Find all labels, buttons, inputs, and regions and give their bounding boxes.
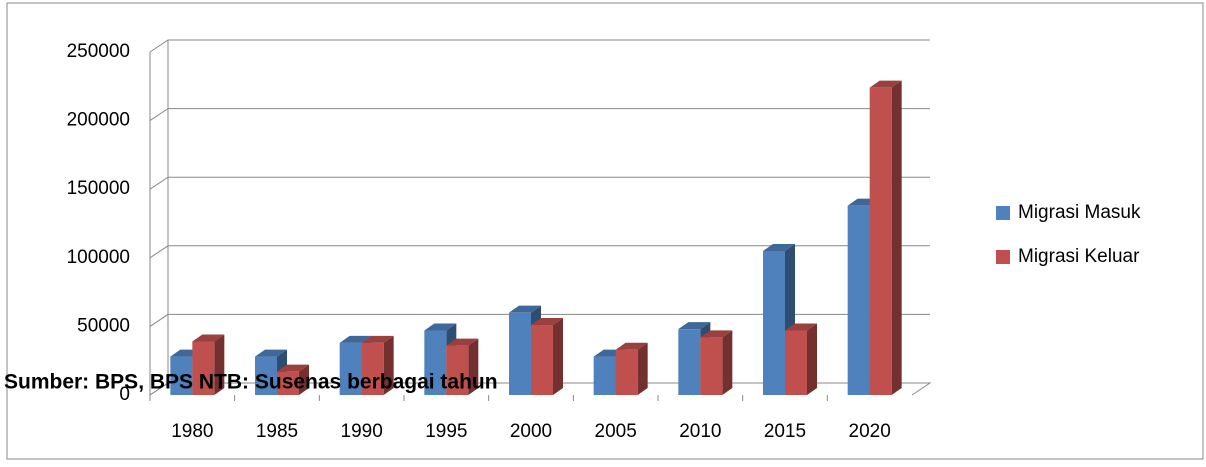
y-tick-label: 100000 <box>67 247 130 268</box>
x-tick-label: 1990 <box>341 421 383 442</box>
bar-face <box>509 312 531 395</box>
bar <box>277 364 309 395</box>
x-tick-label: 2010 <box>679 421 721 442</box>
bar-face <box>847 205 870 395</box>
bar-face <box>531 325 553 395</box>
bar-face <box>255 349 287 357</box>
bar-face <box>446 345 469 395</box>
bar-face <box>509 305 541 313</box>
y-tick-label: 250000 <box>67 41 130 62</box>
bar <box>446 338 479 395</box>
bar-face <box>383 335 394 395</box>
bar-face <box>339 342 362 395</box>
bar-face <box>424 330 447 395</box>
bar <box>531 318 563 395</box>
bar <box>192 334 225 395</box>
bar-face <box>553 318 563 395</box>
bar-face <box>468 338 479 395</box>
x-tick-label: 2000 <box>510 421 552 442</box>
grid-line <box>149 382 930 396</box>
y-tick-label: 200000 <box>67 110 130 131</box>
bar-face <box>637 342 648 395</box>
x-tick-label: 1980 <box>171 421 213 442</box>
bar-face <box>214 334 225 395</box>
bar-face <box>891 80 902 395</box>
bar-face <box>277 364 309 372</box>
bar-face <box>807 323 817 395</box>
bar-face <box>722 330 733 395</box>
bar-face <box>192 341 215 395</box>
bar-face <box>446 338 479 346</box>
bar <box>361 335 394 395</box>
y-tick-label: 150000 <box>67 178 130 199</box>
bar-face <box>869 80 902 88</box>
legend-swatch <box>996 206 1010 220</box>
bar-face <box>615 349 638 395</box>
source-note: Sumber: BPS, BPS NTB: Susenas berbagai t… <box>4 371 498 394</box>
bar-face <box>678 329 701 395</box>
bar-face <box>531 318 563 326</box>
legend-label: Migrasi Masuk <box>1018 202 1141 223</box>
bar <box>700 330 733 395</box>
bar-face <box>763 250 785 395</box>
x-tick-label: 2020 <box>849 421 891 442</box>
bar-face <box>785 323 817 331</box>
grid-line <box>149 313 930 327</box>
bar-face <box>763 243 795 251</box>
bar-face <box>700 330 733 338</box>
bar-face <box>424 323 457 331</box>
bar-face <box>192 334 225 342</box>
y-tick-label: 50000 <box>77 315 130 336</box>
x-tick-label: 1995 <box>425 421 467 442</box>
x-tick-label: 1985 <box>256 421 298 442</box>
bar-face <box>700 337 723 395</box>
bar-face <box>361 335 394 343</box>
bar-face <box>170 356 193 395</box>
x-tick-label: 2005 <box>595 421 637 442</box>
bar-face <box>785 330 807 395</box>
legend-label: Migrasi Keluar <box>1018 246 1140 267</box>
bar-face <box>593 356 616 395</box>
bar <box>869 80 902 395</box>
bar-face <box>869 87 892 395</box>
bar-face <box>277 371 299 395</box>
grid-line <box>149 245 930 259</box>
bar <box>785 323 817 395</box>
bar-face <box>339 335 372 343</box>
legend-swatch <box>996 250 1010 264</box>
grid-line <box>149 176 930 190</box>
bar-face <box>678 322 711 330</box>
x-tick-label: 2015 <box>764 421 806 442</box>
bar-face <box>299 364 309 395</box>
grid-line <box>149 39 930 53</box>
bar-face <box>255 356 277 395</box>
bar-face <box>361 342 384 395</box>
y-tick-label: 0 <box>119 384 130 405</box>
bar <box>615 342 648 395</box>
grid-line <box>149 108 930 122</box>
bar-face <box>615 342 648 350</box>
